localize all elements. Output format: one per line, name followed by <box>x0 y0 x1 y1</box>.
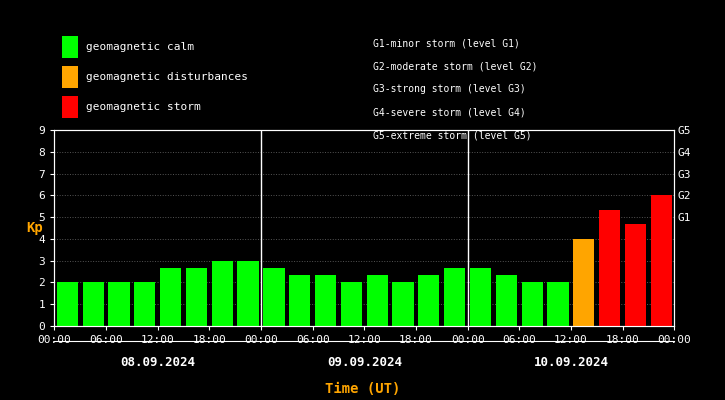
Bar <box>186 268 207 326</box>
Bar <box>470 268 491 326</box>
Bar <box>134 282 155 326</box>
Text: 10.09.2024: 10.09.2024 <box>534 356 608 369</box>
Text: G3-strong storm (level G3): G3-strong storm (level G3) <box>373 84 526 94</box>
Bar <box>418 275 439 326</box>
Bar <box>625 224 646 326</box>
Text: 08.09.2024: 08.09.2024 <box>120 356 195 369</box>
Text: geomagnetic disturbances: geomagnetic disturbances <box>86 72 248 82</box>
Text: G1-minor storm (level G1): G1-minor storm (level G1) <box>373 38 521 48</box>
Bar <box>496 275 517 326</box>
Bar <box>315 275 336 326</box>
Bar <box>599 210 621 326</box>
Bar <box>367 275 388 326</box>
Text: G4-severe storm (level G4): G4-severe storm (level G4) <box>373 108 526 118</box>
Bar <box>108 282 130 326</box>
Text: Time (UT): Time (UT) <box>325 382 400 396</box>
Bar <box>160 268 181 326</box>
Bar <box>547 282 568 326</box>
Bar <box>521 282 543 326</box>
Bar <box>651 195 672 326</box>
Bar <box>392 282 414 326</box>
Bar <box>83 282 104 326</box>
Text: 09.09.2024: 09.09.2024 <box>327 356 402 369</box>
Bar <box>573 239 594 326</box>
Text: geomagnetic calm: geomagnetic calm <box>86 42 194 52</box>
Text: G2-moderate storm (level G2): G2-moderate storm (level G2) <box>373 61 538 71</box>
Y-axis label: Kp: Kp <box>26 221 43 235</box>
Bar <box>212 261 233 326</box>
Bar <box>57 282 78 326</box>
Bar <box>238 261 259 326</box>
Text: geomagnetic storm: geomagnetic storm <box>86 102 201 112</box>
Bar <box>263 268 284 326</box>
Bar <box>289 275 310 326</box>
Text: G5-extreme storm (level G5): G5-extreme storm (level G5) <box>373 131 532 141</box>
Bar <box>444 268 465 326</box>
Bar <box>341 282 362 326</box>
